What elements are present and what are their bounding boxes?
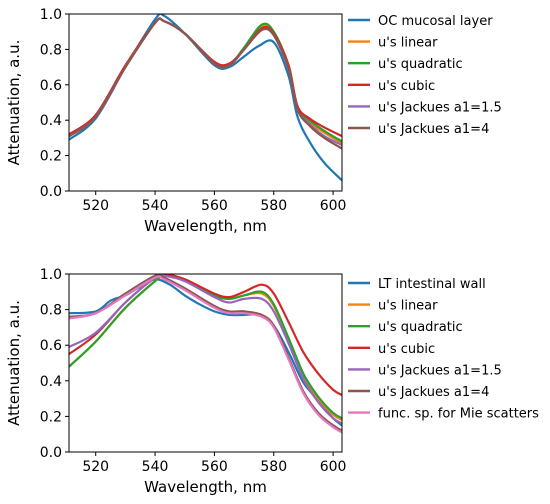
x-tick-label: 600 — [320, 198, 347, 214]
y-tick-label: 0.4 — [40, 113, 62, 129]
y-axis-label: Attenuation, a.u. — [5, 40, 23, 166]
y-tick-label: 0.2 — [40, 149, 62, 165]
y-tick-label: 0.8 — [40, 303, 62, 319]
legend-label: u's quadratic — [378, 57, 463, 72]
x-tick-label: 580 — [260, 459, 287, 475]
x-tick-label: 600 — [320, 459, 347, 475]
x-tick-label: 540 — [142, 198, 169, 214]
legend: LT intestinal wall u's linear u's quadrati… — [348, 277, 539, 422]
legend-label: u's Jackues a1=4 — [378, 122, 489, 137]
legend-item: u's Jackues a1=1.5 — [348, 100, 502, 115]
y-tick-label: 0.4 — [40, 374, 62, 390]
series-line-3 — [69, 274, 342, 420]
x-tick-label: 560 — [201, 198, 228, 214]
y-tick-label: 0.0 — [40, 445, 62, 461]
legend-label: u's quadratic — [378, 320, 463, 335]
legend-label: LT intestinal wall — [378, 277, 486, 292]
series-line-6 — [69, 274, 342, 432]
series-line-1 — [69, 14, 342, 182]
x-tick-label: 560 — [201, 459, 228, 475]
plot-frame — [68, 13, 343, 192]
y-tick-label: 1.0 — [40, 267, 62, 283]
legend-label: u's Jackues a1=1.5 — [378, 100, 502, 115]
legend-label: u's linear — [378, 36, 438, 51]
legend-item: u's Jackues a1=4 — [348, 385, 489, 400]
legend-item: OC mucosal layer — [348, 14, 493, 29]
legend-label: u's cubic — [378, 79, 435, 94]
legend-label: u's Jackues a1=1.5 — [378, 363, 502, 378]
x-tick-label: 520 — [82, 459, 109, 475]
series-group — [69, 274, 342, 434]
series-line-4 — [69, 17, 342, 138]
x-tick-label: 540 — [142, 459, 169, 475]
y-tick-label: 0.6 — [40, 338, 62, 354]
chart-1: 520 540 560 580 600 0.0 0.2 0.4 0.6 0.8 1.0 Wavelen… — [5, 7, 502, 235]
legend-item: u's Jackues a1=4 — [348, 122, 489, 137]
legend-label: OC mucosal layer — [378, 14, 493, 29]
legend-item: func. sp. for Mie scatters — [348, 407, 539, 422]
series-line-3 — [69, 17, 342, 143]
legend-label: u's linear — [378, 299, 438, 314]
x-tick-label: 520 — [82, 198, 109, 214]
legend-item: u's quadratic — [348, 320, 463, 335]
y-tick-label: 0.6 — [40, 78, 62, 94]
legend-item: u's Jackues a1=1.5 — [348, 363, 502, 378]
y-tick-label: 0.0 — [40, 184, 62, 200]
series-group — [69, 14, 342, 182]
x-axis-label: Wavelength, nm — [144, 478, 267, 496]
series-line-7 — [69, 275, 342, 434]
series-line-6 — [69, 17, 342, 150]
legend-item: u's cubic — [348, 342, 435, 357]
legend-label: u's Jackues a1=4 — [378, 385, 489, 400]
legend-item: u's quadratic — [348, 57, 463, 72]
y-tick-label: 0.2 — [40, 409, 62, 425]
y-axis-label: Attenuation, a.u. — [5, 300, 23, 426]
series-line-5 — [69, 274, 342, 425]
legend-label: func. sp. for Mie scatters — [378, 407, 539, 422]
legend: OC mucosal layer u's linear u's quadratic u… — [348, 14, 502, 137]
legend-item: u's cubic — [348, 79, 435, 94]
y-tick-label: 0.8 — [40, 42, 62, 58]
y-tick-label: 1.0 — [40, 7, 62, 23]
legend-label: u's cubic — [378, 342, 435, 357]
chart-2: 520 540 560 580 600 0.0 0.2 0.4 0.6 0.8 1.0 Wavelen… — [5, 267, 539, 496]
x-tick-label: 580 — [260, 198, 287, 214]
legend-item: LT intestinal wall — [348, 277, 486, 292]
x-axis-label: Wavelength, nm — [144, 217, 267, 235]
plot-frame — [68, 273, 343, 453]
legend-item: u's linear — [348, 36, 438, 51]
legend-item: u's linear — [348, 299, 438, 314]
